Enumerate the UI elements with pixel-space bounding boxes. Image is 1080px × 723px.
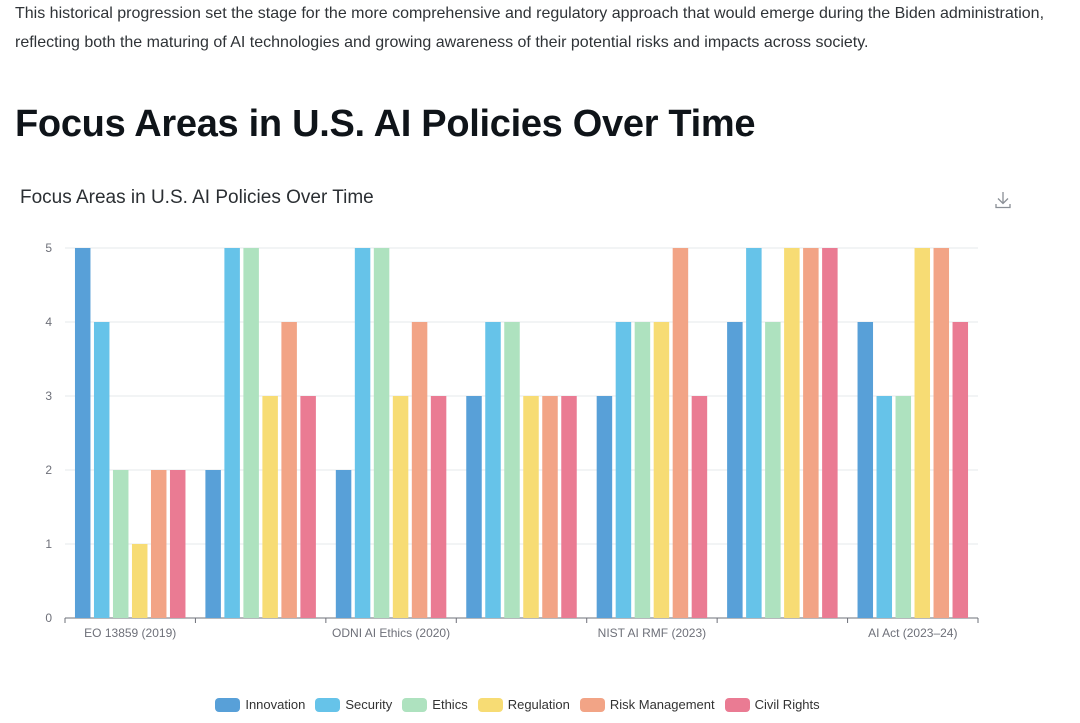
bar-risk-management	[542, 396, 558, 618]
bar-ethics	[373, 248, 390, 618]
bar-security	[354, 248, 371, 618]
bar-civil-rights	[561, 396, 577, 618]
x-tick-label: ODNI AI Ethics (2020)	[332, 626, 450, 640]
legend-item-civil-rights[interactable]: Civil Rights	[724, 697, 820, 712]
y-tick-label: 3	[45, 389, 52, 403]
bar-risk-management	[803, 248, 819, 618]
bar-regulation	[262, 396, 278, 618]
y-tick-label: 1	[45, 537, 52, 551]
legend-label: Civil Rights	[754, 697, 820, 712]
x-tick-label: AI Act (2023–24)	[868, 626, 957, 640]
bar-civil-rights	[952, 322, 969, 618]
legend-swatch	[477, 697, 503, 712]
legend-item-security[interactable]: Security	[315, 697, 392, 712]
bar-civil-rights	[430, 396, 447, 618]
chart-legend: Innovation Security Ethics Regulation Risk M…	[0, 697, 1035, 712]
bar-civil-rights	[691, 396, 708, 618]
bar-security	[615, 322, 632, 618]
legend-item-regulation[interactable]: Regulation	[477, 697, 570, 712]
bar-risk-management	[411, 322, 428, 618]
legend-swatch	[315, 697, 341, 712]
bar-regulation	[653, 322, 670, 618]
bar-innovation	[205, 470, 221, 618]
legend-swatch	[402, 697, 428, 712]
bar-innovation	[74, 248, 91, 618]
legend-label: Regulation	[507, 697, 570, 712]
bar-risk-management	[150, 470, 167, 618]
bar-risk-management	[672, 248, 689, 618]
download-button[interactable]	[992, 189, 1014, 211]
bar-regulation	[392, 396, 409, 618]
bar-ethics	[895, 396, 912, 618]
bar-chart: 0 1 2 3 4 5 EO 13859 (2019) ODNI AI Ethics (202…	[45, 241, 979, 640]
download-icon	[995, 192, 1011, 209]
y-tick-label: 5	[45, 241, 52, 255]
y-tick-label: 4	[45, 315, 52, 329]
legend-label: Security	[345, 697, 393, 712]
legend-label: Innovation	[245, 697, 306, 712]
bar-security	[485, 322, 501, 618]
bar-risk-management	[281, 322, 297, 618]
legend-swatch	[215, 697, 241, 712]
bar-ethics	[504, 322, 520, 618]
legend-label: Risk Management	[609, 697, 715, 712]
x-tick-label: EO 13859 (2019)	[84, 626, 176, 640]
bar-innovation	[335, 470, 352, 618]
bar-security	[876, 396, 893, 618]
bar-civil-rights	[822, 248, 838, 618]
bar-regulation	[784, 248, 800, 618]
bar-innovation	[857, 322, 874, 618]
bar-security	[93, 322, 110, 618]
bar-innovation	[727, 322, 743, 618]
bar-security	[746, 248, 762, 618]
intro-paragraph: This historical progression set the stag…	[15, 5, 1045, 51]
bar-ethics	[765, 322, 781, 618]
x-tick-label: NIST AI RMF (2023)	[598, 626, 706, 640]
bar-civil-rights	[300, 396, 316, 618]
bar-ethics	[112, 470, 129, 618]
y-tick-label: 2	[45, 463, 52, 477]
legend-item-innovation[interactable]: Innovation	[215, 697, 305, 712]
bar-regulation	[523, 396, 539, 618]
bar-security	[224, 248, 240, 618]
legend-swatch	[579, 697, 605, 712]
bar-ethics	[634, 322, 651, 618]
chart-title: Focus Areas in U.S. AI Policies Over Tim…	[20, 187, 374, 208]
bar-regulation	[131, 544, 148, 618]
bar-ethics	[243, 248, 259, 618]
page-title: Focus Areas in U.S. AI Policies Over Tim…	[15, 103, 756, 145]
bar-innovation	[466, 396, 482, 618]
bar-regulation	[914, 248, 931, 618]
bar-civil-rights	[169, 470, 186, 618]
legend-label: Ethics	[432, 697, 468, 712]
legend-swatch	[724, 697, 750, 712]
legend-item-risk-management[interactable]: Risk Management	[579, 697, 715, 712]
bar-risk-management	[933, 248, 950, 618]
legend-item-ethics[interactable]: Ethics	[402, 697, 468, 712]
y-tick-label: 0	[45, 611, 52, 625]
bar-innovation	[596, 396, 613, 618]
